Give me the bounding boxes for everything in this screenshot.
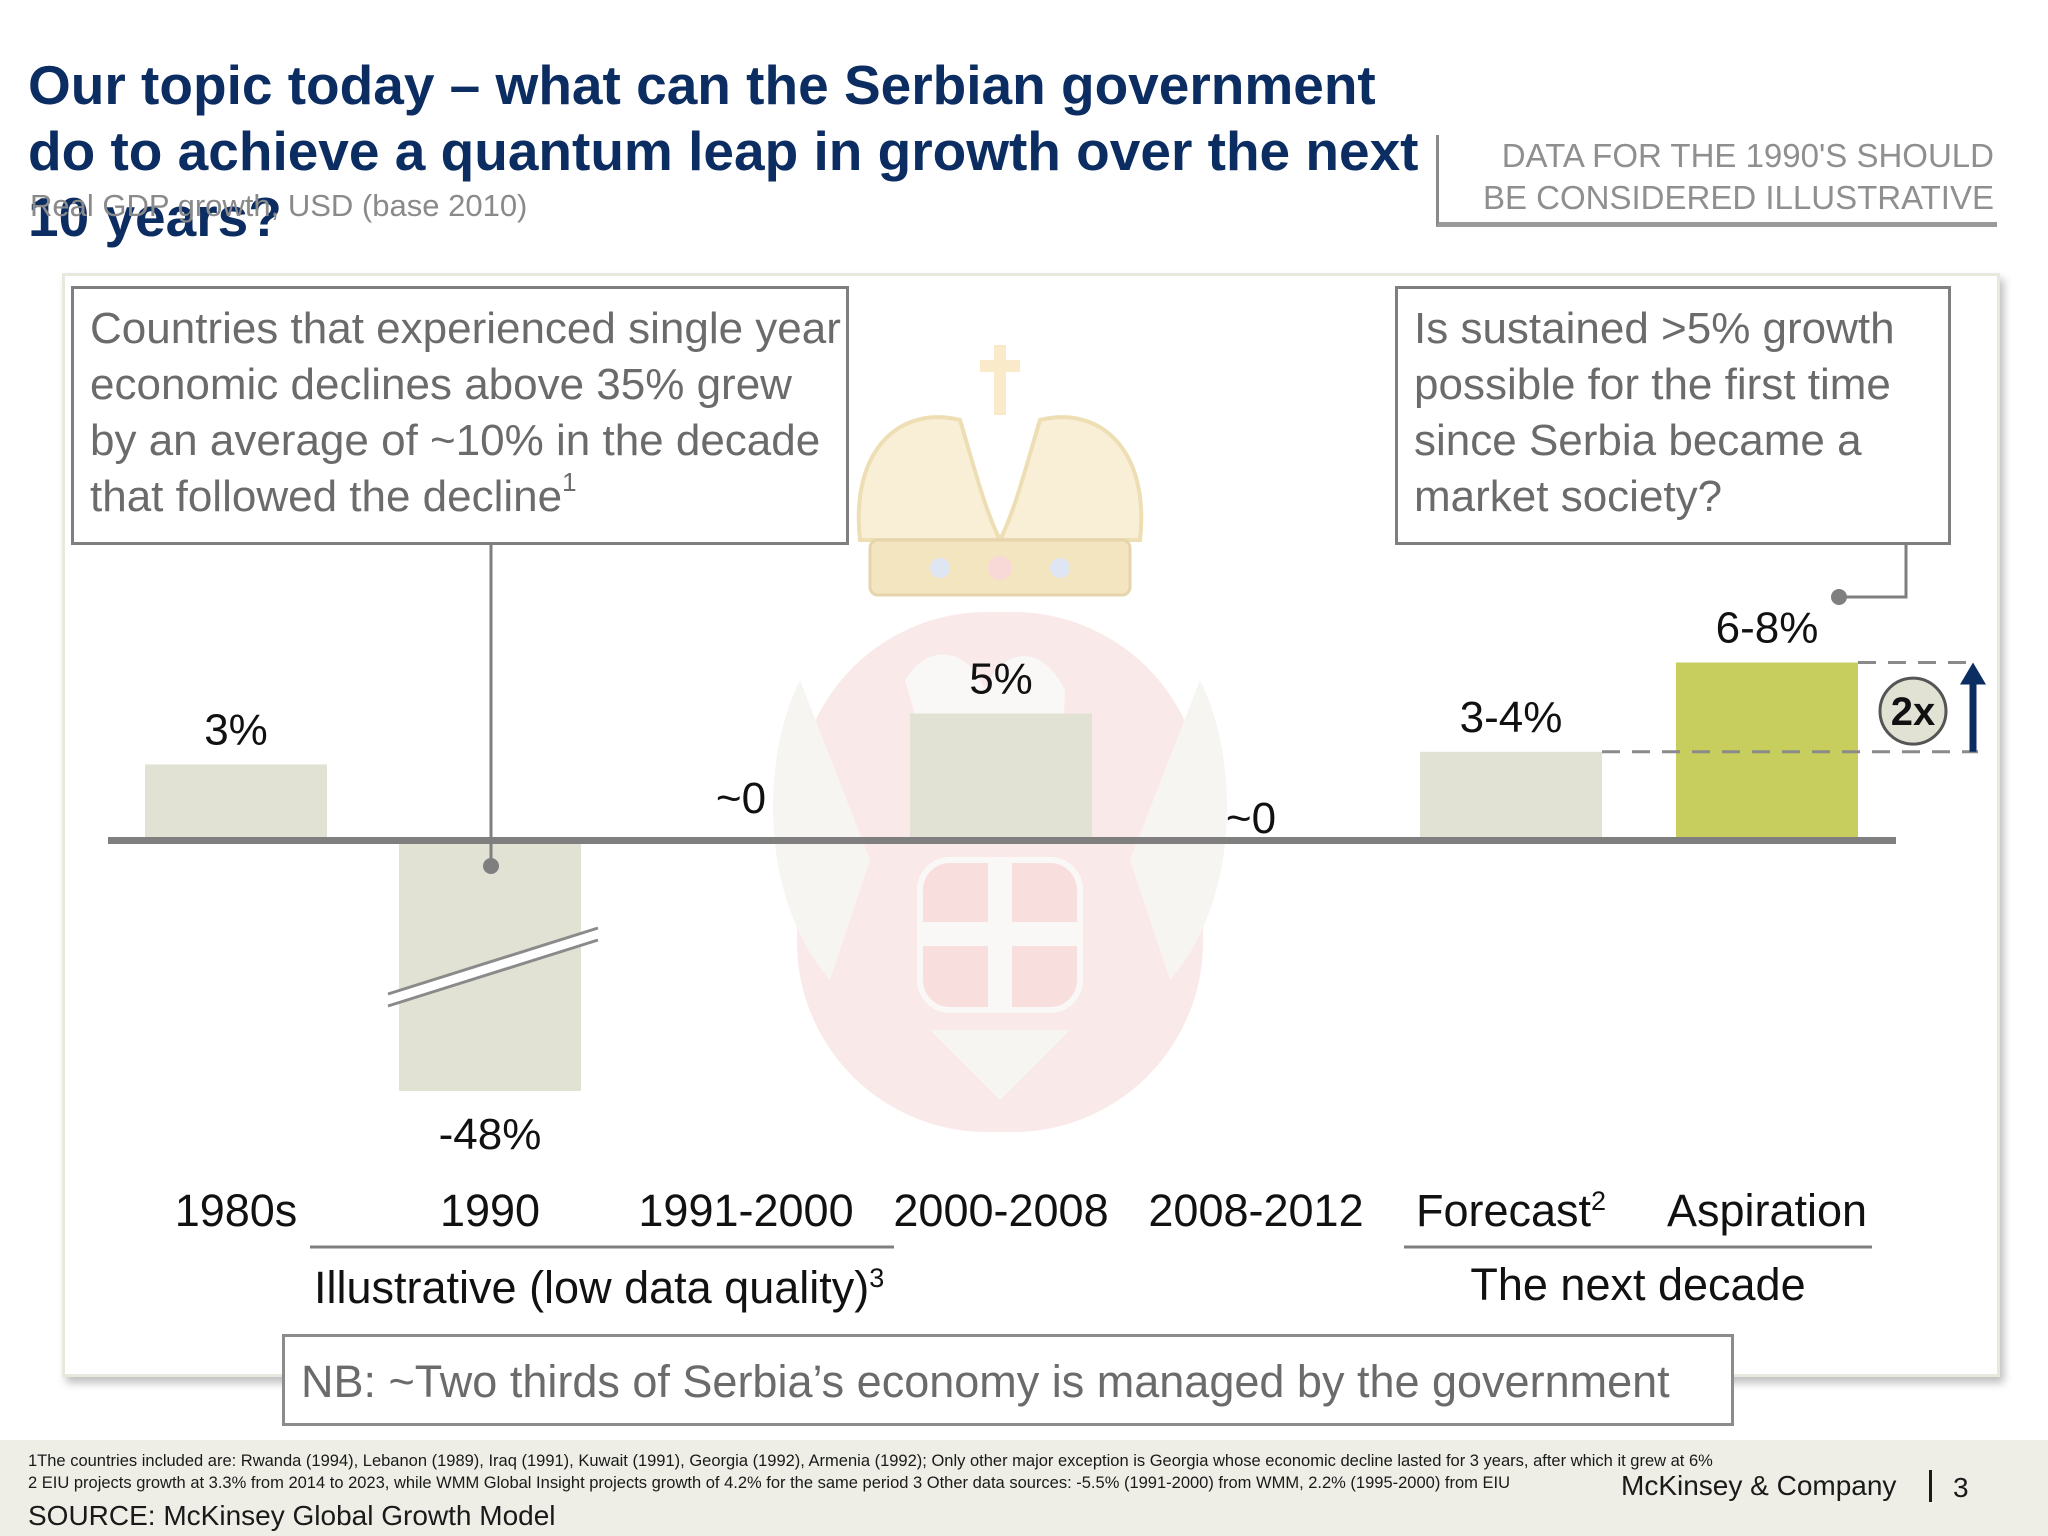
growth-question-callout: Is sustained >5% growth possible for the… [1395,286,1951,545]
zero-axis-line [108,837,1896,844]
data-label-1980s: 3% [204,706,268,755]
axis-break-line-lower [387,938,599,1008]
category-label-1980s: 1980s [175,1185,298,1236]
axis-break-gap [388,928,598,1006]
category-label-1990: 1990 [440,1185,540,1236]
category-label-2000-2008: 2000-2008 [893,1185,1108,1236]
category-label-1991-2000: 1991-2000 [638,1185,853,1236]
data-label-forecast: 3-4% [1460,693,1563,742]
right-callout-dot [1831,589,1847,605]
footnote-1: 1The countries included are: Rwanda (199… [28,1452,1713,1470]
category-label-forecast: Forecast2 [1416,1185,1606,1236]
brand-divider [1929,1470,1932,1502]
group-footnote-marker: 3 [869,1263,884,1293]
data-disclaimer: DATA FOR THE 1990'S SHOULD BE CONSIDERED… [1436,135,1997,227]
footnote-marker-1: 1 [562,467,577,498]
disclaimer-line-2: BE CONSIDERED ILLUSTRATIVE [1482,179,1994,216]
bar-2000-2008 [910,713,1092,841]
left-callout-dot [483,858,499,874]
decline-recovery-callout-text: Countries that experienced single year e… [90,304,841,521]
brand-name: McKinsey & Company [1621,1470,1897,1501]
data-label-1991-2000: ~0 [716,774,766,823]
decline-recovery-callout: Countries that experienced single year e… [71,286,849,545]
government-share-note: NB: ~Two thirds of Serbia’s economy is m… [282,1334,1734,1426]
bar-1980s [145,764,327,841]
bar-forecast [1420,751,1602,841]
crown-icon [856,345,1144,597]
up-arrow-icon [1960,662,1986,685]
footer-band [0,1440,2048,1536]
footnote-2-3: 2 EIU projects growth at 3.3% from 2014 … [28,1474,1511,1492]
page-title: Our topic today – what can the Serbian g… [28,54,1419,248]
comparison-badge-label: 2x [1891,690,1936,734]
page-subtitle: Real GDP growth, USD (base 2010) [30,188,528,223]
page-number: 3 [1953,1472,1969,1503]
comparison-badge [1878,676,1948,746]
disclaimer-line-1: DATA FOR THE 1990'S SHOULD [1501,137,1994,174]
category-label-2008-2012: 2008-2012 [1148,1185,1363,1236]
data-label-1990: -48% [439,1110,542,1159]
data-label-2008-2012: ~0 [1226,794,1276,843]
axis-break-line-upper [387,926,599,996]
group-label-the-next-decade: The next decade [1470,1259,1805,1310]
right-callout-connector [1839,545,1908,599]
category-footnote-marker: 2 [1591,1186,1606,1216]
data-label-aspiration: 6-8% [1716,604,1819,653]
group-label-illustrative-low-data-quality: Illustrative (low data quality)3 [314,1262,884,1313]
source-note: SOURCE: McKinsey Global Growth Model [28,1500,556,1531]
data-label-2000-2008: 5% [969,655,1033,704]
category-label-aspiration: Aspiration [1667,1185,1867,1236]
growth-question-callout-text: Is sustained >5% growth possible for the… [1414,304,1895,521]
